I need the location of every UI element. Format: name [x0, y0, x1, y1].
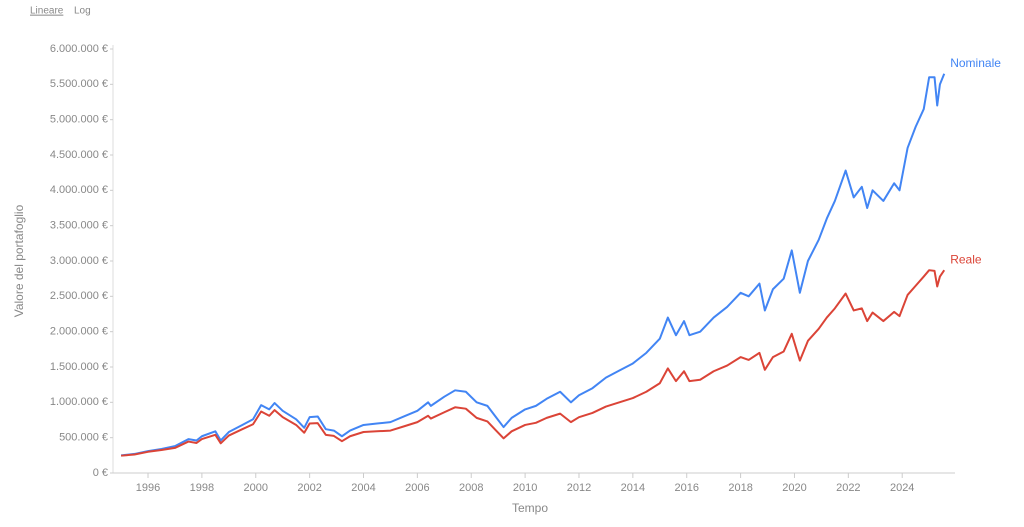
x-tick-label: 2006: [405, 482, 429, 494]
x-tick-label: 2000: [244, 482, 268, 494]
series-end-label: Nominale: [950, 56, 1001, 70]
x-axis-title: Tempo: [512, 501, 548, 515]
x-tick-label: 2012: [567, 482, 591, 494]
y-tick-label: 5.000.000 €: [50, 114, 108, 126]
y-tick-label: 2.000.000 €: [50, 326, 108, 338]
y-tick-label: 3.000.000 €: [50, 255, 108, 267]
y-tick-label: 6.000.000 €: [50, 43, 108, 55]
scale-toggle-log[interactable]: Log: [74, 6, 91, 17]
series-line: [120, 269, 946, 457]
y-tick-label: 1.500.000 €: [50, 361, 108, 373]
y-tick-label: 1.000.000 €: [50, 396, 108, 408]
x-tick-label: 2022: [836, 482, 860, 494]
y-tick-label: 4.500.000 €: [50, 149, 108, 161]
x-tick-label: 2004: [351, 482, 375, 494]
y-tick-label: 2.500.000 €: [50, 290, 108, 302]
x-tick-label: 1998: [190, 482, 214, 494]
y-tick-label: 5.500.000 €: [50, 78, 108, 90]
y-axis-title: Valore del portafoglio: [12, 204, 26, 317]
scale-toggle-linear[interactable]: Lineare: [30, 6, 64, 17]
x-tick-label: 2010: [513, 482, 537, 494]
x-tick-label: 2024: [890, 482, 914, 494]
x-tick-label: 1996: [136, 482, 160, 494]
x-tick-label: 2016: [674, 482, 698, 494]
x-tick-label: 2002: [297, 482, 321, 494]
y-tick-label: 0 €: [93, 467, 108, 479]
y-tick-label: 500.000 €: [59, 432, 108, 444]
x-tick-label: 2008: [459, 482, 483, 494]
series-line: [120, 73, 946, 457]
x-tick-label: 2020: [782, 482, 806, 494]
series-end-label: Reale: [950, 252, 982, 266]
x-tick-label: 2014: [621, 482, 645, 494]
x-tick-label: 2018: [728, 482, 752, 494]
y-tick-label: 4.000.000 €: [50, 184, 108, 196]
y-tick-label: 3.500.000 €: [50, 220, 108, 232]
